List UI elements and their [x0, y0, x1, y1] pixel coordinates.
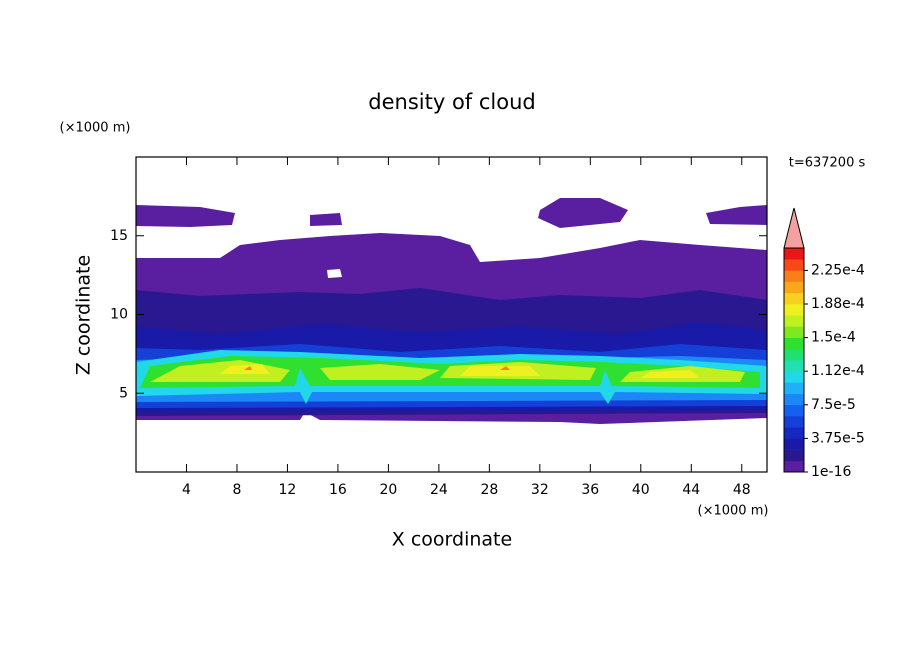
- colorbar-band: [784, 281, 804, 294]
- x-tick-label: 48: [733, 482, 751, 498]
- colorbar-tick-label: 2.25e-4: [811, 262, 865, 278]
- colorbar-band: [784, 360, 804, 372]
- x-unit: (×1000 m): [698, 504, 769, 519]
- time-annotation: t=637200 s: [789, 156, 866, 171]
- x-tick-label: 32: [531, 482, 549, 498]
- colorbar-band: [784, 348, 804, 361]
- x-axis-label: X coordinate: [392, 529, 512, 551]
- cloud-region: [327, 269, 342, 278]
- colorbar-band: [784, 270, 804, 282]
- x-tick-label: 24: [430, 482, 448, 498]
- colorbar-tick-label: 3.75e-5: [811, 430, 865, 446]
- colorbar-band: [784, 315, 804, 327]
- colorbar-tick-label: 1e-16: [811, 464, 851, 480]
- colorbar-tick-label: 1.88e-4: [811, 296, 865, 312]
- colorbar-tick-label: 1.12e-4: [811, 363, 865, 379]
- cloud-region: [136, 198, 767, 228]
- colorbar-tick-label: 7.5e-5: [811, 397, 856, 413]
- colorbar-band: [784, 304, 804, 316]
- colorbar-frame: [783, 247, 805, 473]
- colorbar-band: [784, 427, 804, 439]
- colorbar-band: [784, 326, 804, 338]
- x-tick-label: 4: [182, 482, 191, 498]
- y-unit: (×1000 m): [60, 121, 131, 136]
- y-tick-label: 15: [110, 228, 128, 244]
- colorbar-band: [784, 449, 804, 462]
- y-axis-label: Z coordinate: [73, 255, 95, 375]
- x-tick-label: 20: [379, 482, 397, 498]
- colorbar-band: [784, 393, 804, 406]
- colorbar-band: [784, 438, 804, 450]
- contour-field: [136, 198, 767, 424]
- y-tick-label: 5: [119, 385, 128, 401]
- x-tick-label: 40: [632, 482, 650, 498]
- x-tick-label: 28: [480, 482, 498, 498]
- colorbar-band: [784, 460, 804, 473]
- y-tick-label: 10: [110, 307, 128, 323]
- x-tick-label: 44: [682, 482, 700, 498]
- x-tick-label: 16: [329, 482, 347, 498]
- colorbar-band: [784, 259, 804, 271]
- colorbar-band: [784, 292, 804, 305]
- colorbar-extension: [783, 207, 805, 249]
- colorbar-band: [784, 337, 804, 350]
- colorbar-tick-label: 1.5e-4: [811, 330, 856, 346]
- colorbar-band: [784, 248, 804, 260]
- chart-title: density of cloud: [368, 90, 535, 114]
- cloud-region: [220, 364, 700, 378]
- x-tick-label: 36: [581, 482, 599, 498]
- cloud-region: [150, 360, 745, 382]
- colorbar-band: [784, 371, 804, 383]
- colorbar-band: [784, 404, 804, 417]
- x-tick-label: 12: [279, 482, 297, 498]
- x-tick-label: 8: [232, 482, 241, 498]
- colorbar-band: [784, 382, 804, 394]
- colorbar-band: [784, 416, 804, 428]
